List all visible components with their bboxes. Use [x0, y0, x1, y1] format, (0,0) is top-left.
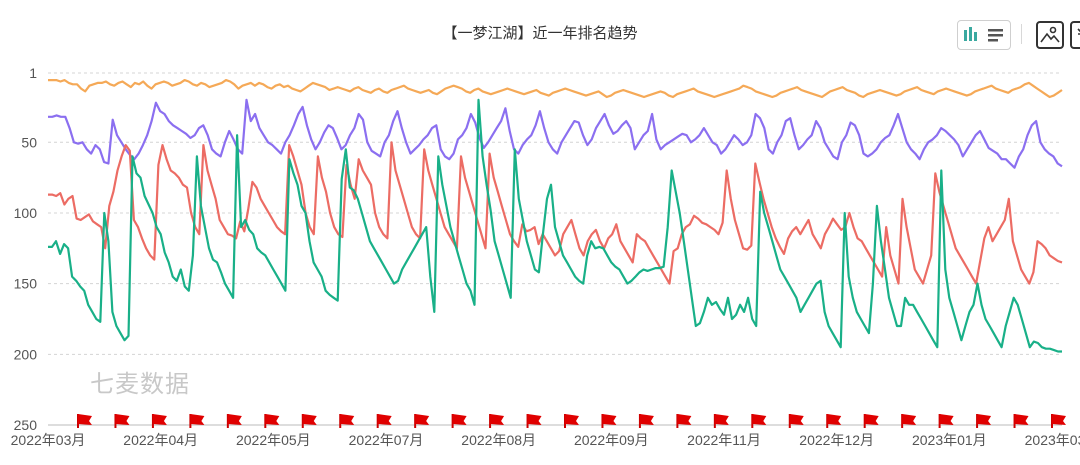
event-flag-icon: [1052, 414, 1066, 425]
y-tick-label: 150: [14, 276, 38, 292]
series-line-series-4: [48, 98, 1062, 353]
x-tick-label: 2023年03月: [1025, 432, 1080, 448]
y-tick-label: 200: [14, 346, 38, 362]
x-tick-label: 2022年12月: [799, 432, 874, 448]
event-flag-icon: [527, 414, 542, 425]
event-flag-icon: [714, 414, 729, 425]
x-tick-label: 2022年09月: [574, 432, 649, 448]
x-tick-label: 2022年04月: [123, 432, 198, 448]
x-tick-label: 2022年05月: [236, 432, 311, 448]
y-tick-label: 1: [29, 65, 37, 81]
x-tick-label: 2023年01月: [912, 432, 987, 448]
event-flag-icon: [789, 414, 804, 425]
toolbar-divider: [1021, 24, 1022, 44]
watermark: 七麦数据: [90, 371, 190, 398]
event-flag-icon: [415, 414, 430, 425]
x-tick-label: 2022年03月: [11, 432, 86, 448]
chart-type-toggle-button[interactable]: [957, 20, 1011, 50]
event-flag-icon: [827, 414, 842, 425]
x-tick-label: 2022年08月: [461, 432, 536, 448]
x-tick-label: 2022年07月: [349, 432, 424, 448]
event-flag-icon: [302, 414, 317, 425]
bar-list-icon: [964, 27, 1003, 42]
y-tick-label: 50: [21, 134, 37, 150]
event-flag-icon: [602, 414, 617, 425]
series-line-series-2: [48, 98, 1063, 169]
event-flag-icon: [752, 414, 767, 425]
event-flag-icon: [377, 414, 392, 425]
event-flag-icon: [265, 414, 280, 425]
event-flag-icon: [977, 414, 992, 425]
event-flag-icon: [115, 414, 130, 425]
event-flag-icon: [340, 414, 355, 425]
save-image-button[interactable]: [1036, 21, 1064, 49]
event-flag-icon: [939, 414, 954, 425]
event-flag-icon: [78, 414, 92, 425]
chart-title: 【一梦江湖】近一年排名趋势: [442, 25, 638, 42]
event-flag-icon: [490, 414, 505, 425]
image-icon: [1040, 26, 1060, 43]
event-flag-icon: [452, 414, 467, 425]
event-flag-icon: [152, 414, 167, 425]
event-flag-icon: [864, 414, 879, 425]
x-tick-label: 2022年11月: [687, 432, 761, 448]
event-flag-icon: [1014, 414, 1029, 425]
event-flag-icon: [565, 414, 579, 425]
y-tick-label: 100: [14, 205, 38, 221]
event-flag-icon: [639, 414, 654, 425]
event-flag-icon: [227, 414, 242, 425]
series-line-series-1: [48, 78, 1063, 99]
event-flag-icon: [677, 414, 692, 425]
y-tick-label: 250: [14, 417, 38, 433]
event-flag-icon: [190, 414, 205, 425]
event-flag-icon: [902, 414, 917, 425]
series-line-series-3: [48, 141, 1063, 285]
